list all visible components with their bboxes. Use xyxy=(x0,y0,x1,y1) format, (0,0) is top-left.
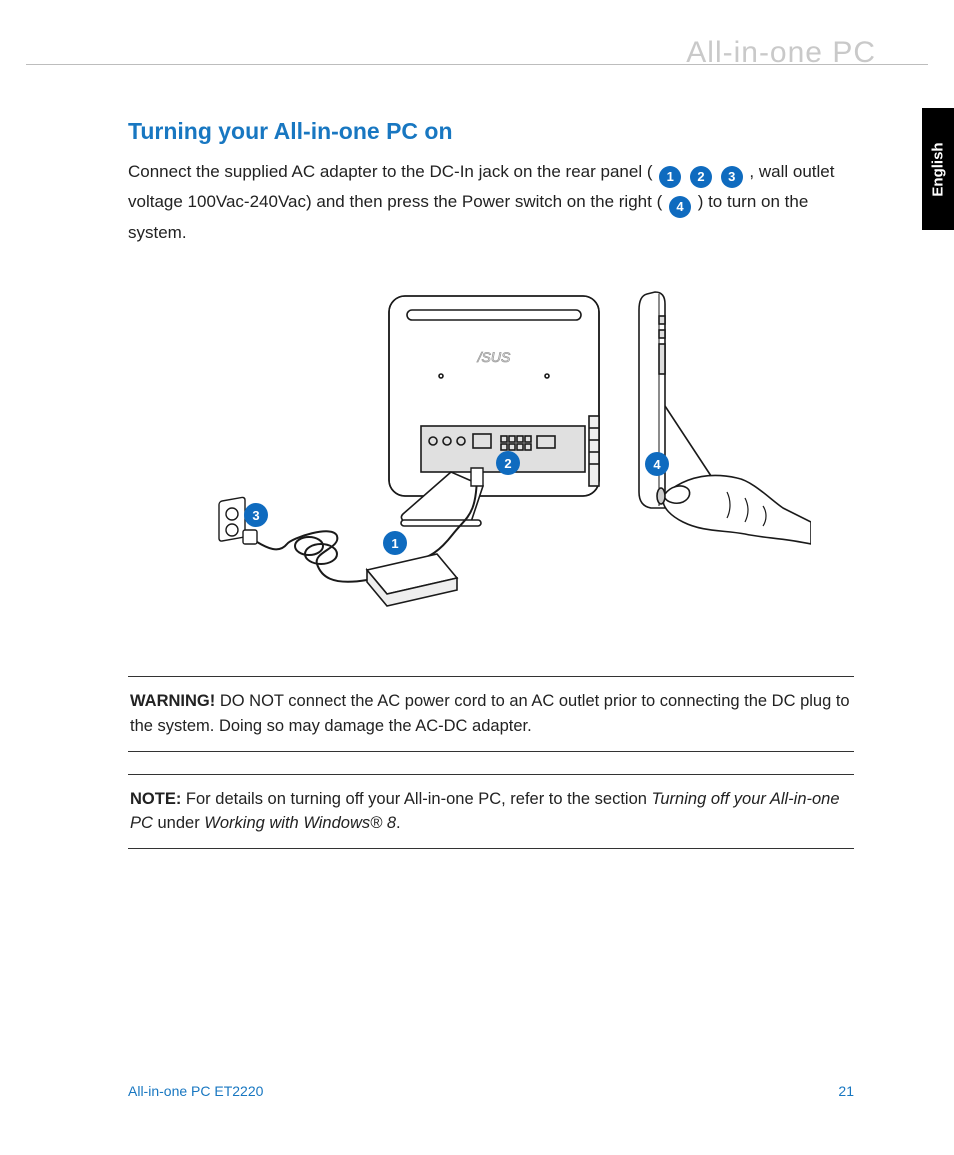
callout-2-icon: 2 xyxy=(690,166,712,188)
inline-callouts-4: 4 xyxy=(667,193,693,219)
callout-1-icon: 1 xyxy=(659,166,681,188)
language-label: English xyxy=(930,142,947,196)
figure-callout-4: 4 xyxy=(645,452,669,476)
callout-4-icon: 4 xyxy=(669,196,691,218)
note-italic-ref: Working with Windows® 8 xyxy=(204,814,396,832)
manual-page: All-in-one PC English Turning your All-i… xyxy=(0,0,954,1155)
page-footer: All-in-one PC ET2220 21 xyxy=(128,1083,854,1099)
header-band xyxy=(0,64,954,65)
header-rule xyxy=(26,64,928,65)
warning-block: WARNING! DO NOT connect the AC power cor… xyxy=(128,676,854,752)
content-area: Turning your All-in-one PC on Connect th… xyxy=(128,118,854,849)
note-text: . xyxy=(396,814,401,832)
figure-callout-3: 3 xyxy=(244,503,268,527)
section-heading: Turning your All-in-one PC on xyxy=(128,118,854,145)
note-text: under xyxy=(153,814,204,832)
footer-model: All-in-one PC ET2220 xyxy=(128,1083,263,1099)
warning-label: WARNING! xyxy=(130,692,215,710)
text-part: Connect the supplied AC adapter to the D… xyxy=(128,162,652,181)
figure-callout-2: 2 xyxy=(496,451,520,475)
instruction-text: Connect the supplied AC adapter to the D… xyxy=(128,159,854,246)
note-label: NOTE: xyxy=(130,790,181,808)
inline-callouts-123: 1 2 3 xyxy=(657,163,744,189)
language-tab: English xyxy=(922,108,954,230)
hardware-diagram: /SUS xyxy=(171,286,811,646)
footer-page-number: 21 xyxy=(838,1083,854,1099)
svg-text:/SUS: /SUS xyxy=(477,349,511,365)
figure-callout-1: 1 xyxy=(383,531,407,555)
callout-3-icon: 3 xyxy=(721,166,743,188)
figure-area: /SUS xyxy=(171,286,811,646)
warning-text: DO NOT connect the AC power cord to an A… xyxy=(130,692,850,735)
note-text: For details on turning off your All-in-o… xyxy=(181,790,651,808)
note-block: NOTE: For details on turning off your Al… xyxy=(128,774,854,850)
